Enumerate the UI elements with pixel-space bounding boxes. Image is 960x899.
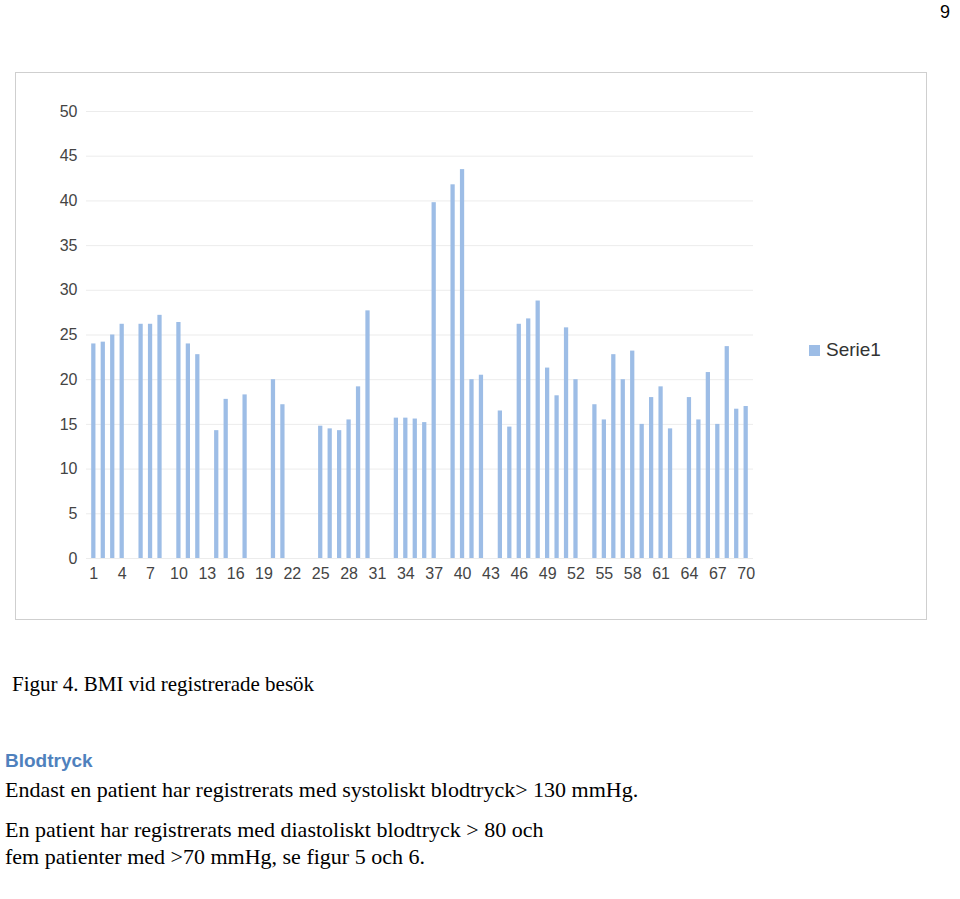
svg-text:25: 25 [312, 565, 330, 582]
html-text:9: 9 [940, 2, 950, 22]
svg-text:70: 70 [737, 565, 755, 582]
svg-text:20: 20 [60, 371, 78, 388]
html-text:fem patienter med >70 mmHg, se: fem patienter med >70 mmHg, se figur 5 o… [5, 844, 425, 869]
html-text:Serie1: Serie1 [826, 339, 881, 360]
svg-text:49: 49 [539, 565, 557, 582]
svg-text:31: 31 [369, 565, 387, 582]
svg-text:37: 37 [425, 565, 443, 582]
svg-text:10: 10 [60, 460, 78, 477]
svg-text:19: 19 [255, 565, 273, 582]
svg-text:28: 28 [340, 565, 358, 582]
svg-text:35: 35 [60, 237, 78, 254]
svg-text:43: 43 [482, 565, 500, 582]
svg-text:55: 55 [595, 565, 613, 582]
svg-text:16: 16 [227, 565, 245, 582]
svg-text:13: 13 [198, 565, 216, 582]
html-text:Figur 4. BMI vid registrerade: Figur 4. BMI vid registrerade besök [12, 672, 315, 696]
svg-text:46: 46 [510, 565, 528, 582]
svg-text:22: 22 [283, 565, 301, 582]
html-text:En patient har registrerats me: En patient har registrerats med diastoli… [5, 817, 544, 842]
svg-text:40: 40 [60, 192, 78, 209]
svg-text:64: 64 [681, 565, 699, 582]
svg-text:40: 40 [454, 565, 472, 582]
svg-text:50: 50 [60, 103, 78, 120]
svg-text:30: 30 [60, 281, 78, 298]
svg-text:67: 67 [709, 565, 727, 582]
svg-text:1: 1 [89, 565, 98, 582]
svg-text:4: 4 [118, 565, 127, 582]
svg-text:0: 0 [69, 550, 78, 567]
svg-text:45: 45 [60, 147, 78, 164]
svg-text:61: 61 [652, 565, 670, 582]
svg-text:15: 15 [60, 416, 78, 433]
html-text:Endast en patient har registre: Endast en patient har registrerats med s… [5, 777, 639, 802]
svg-text:34: 34 [397, 565, 415, 582]
svg-text:10: 10 [170, 565, 188, 582]
svg-text:25: 25 [60, 326, 78, 343]
svg-text:58: 58 [624, 565, 642, 582]
svg-text:52: 52 [567, 565, 585, 582]
html-text:Blodtryck: Blodtryck [5, 750, 93, 771]
svg-text:5: 5 [69, 505, 78, 522]
svg-text:7: 7 [146, 565, 155, 582]
